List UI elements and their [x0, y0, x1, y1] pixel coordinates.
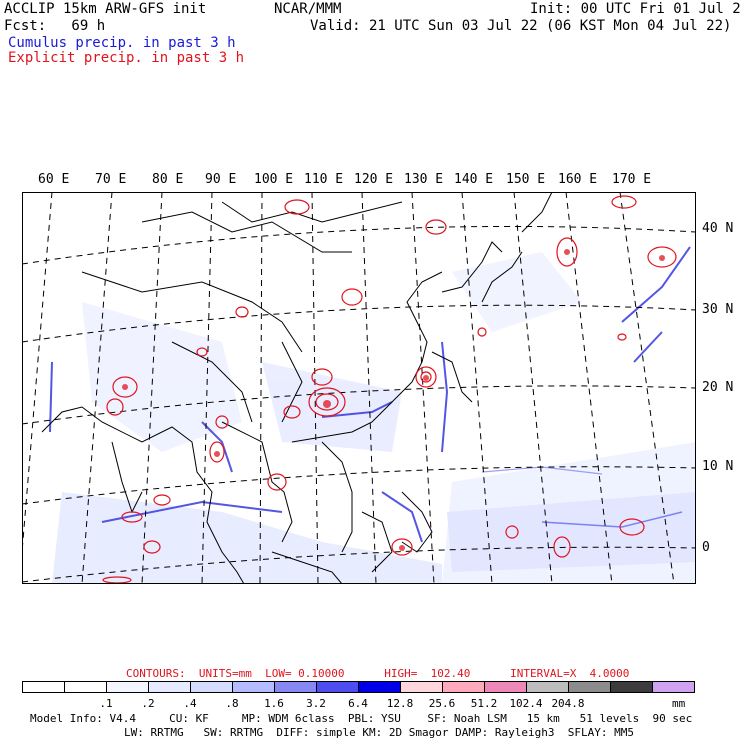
colorbar-tick-label: 3.2 — [306, 697, 326, 710]
lat-lon-grid — [22, 192, 696, 584]
lon-label-160e: 160 E — [558, 172, 598, 187]
colorbar-swatch — [64, 681, 107, 693]
model-info-line2: LW: RRTMG SW: RRTMG DIFF: simple KM: 2D … — [124, 726, 634, 739]
lon-label-120e: 120 E — [354, 172, 394, 187]
contours-info: CONTOURS: UNITS=mm LOW= 0.10000 HIGH= 10… — [126, 667, 630, 680]
colorbar-tick-label: 25.6 — [428, 697, 456, 710]
colorbar-swatch — [190, 681, 233, 693]
init-time: Init: 00 UTC Fri 01 Jul 22 — [530, 1, 740, 17]
colorbar-swatch — [106, 681, 149, 693]
lat-label-10n: 10 N — [702, 459, 734, 474]
lon-label-80e: 80 E — [152, 172, 184, 187]
colorbar-swatch — [610, 681, 653, 693]
colorbar-swatch — [400, 681, 443, 693]
colorbar-tick-label: 51.2 — [470, 697, 498, 710]
lon-label-90e: 90 E — [205, 172, 237, 187]
lat-label-40n: 40 N — [702, 221, 734, 236]
lat-label-20n: 20 N — [702, 380, 734, 395]
colorbar-tick-label: .2 — [141, 697, 155, 710]
lon-label-140e: 140 E — [454, 172, 494, 187]
colorbar-swatch — [526, 681, 569, 693]
legend-cumulus: Cumulus precip. in past 3 h — [8, 35, 236, 51]
lon-label-110e: 110 E — [304, 172, 344, 187]
explicit-precip-fills — [122, 249, 665, 551]
colorbar-swatch — [232, 681, 275, 693]
map-frame — [22, 192, 696, 584]
colorbar-swatch — [22, 681, 65, 693]
model-info-line1: Model Info: V4.4 CU: KF MP: WDM 6class P… — [30, 712, 693, 725]
lon-label-150e: 150 E — [506, 172, 546, 187]
legend-explicit: Explicit precip. in past 3 h — [8, 50, 245, 66]
forecast-hour: Fcst: 69 h — [4, 18, 106, 34]
colorbar-unit: mm — [672, 697, 686, 710]
colorbar-tick-label: .4 — [183, 697, 197, 710]
colorbar-swatch — [148, 681, 191, 693]
coastlines — [41, 192, 553, 584]
colorbar-swatch — [442, 681, 485, 693]
colorbar-swatch — [568, 681, 611, 693]
colorbar-swatch — [652, 681, 695, 693]
cumulus-precip-bands — [49, 246, 691, 543]
lon-label-60e: 60 E — [38, 172, 70, 187]
colorbar-tick-label: 1.6 — [264, 697, 284, 710]
colorbar-swatch — [358, 681, 401, 693]
lon-label-130e: 130 E — [404, 172, 444, 187]
colorbar-tick-label: 12.8 — [386, 697, 414, 710]
colorbar-tick-label: 204.8 — [551, 697, 585, 710]
explicit-precip-contours — [102, 195, 677, 584]
colorbar-tick-label: .8 — [225, 697, 239, 710]
precipitation-map — [22, 192, 696, 584]
colorbar-swatch — [274, 681, 317, 693]
lon-label-70e: 70 E — [95, 172, 127, 187]
valid-time: Valid: 21 UTC Sun 03 Jul 22 (06 KST Mon … — [310, 18, 732, 34]
lon-label-100e: 100 E — [254, 172, 294, 187]
colorbar-tick-label: .1 — [99, 697, 113, 710]
center-name: NCAR/MMM — [274, 1, 342, 17]
lat-label-30n: 30 N — [702, 302, 734, 317]
lon-label-170e: 170 E — [612, 172, 652, 187]
lat-label-0: 0 — [702, 540, 710, 555]
colorbar-swatch — [316, 681, 359, 693]
colorbar-tick-label: 102.4 — [509, 697, 543, 710]
colorbar-swatch — [484, 681, 527, 693]
colorbar-tick-label: 6.4 — [348, 697, 368, 710]
model-title: ACCLIP 15km ARW-GFS init — [4, 1, 207, 17]
